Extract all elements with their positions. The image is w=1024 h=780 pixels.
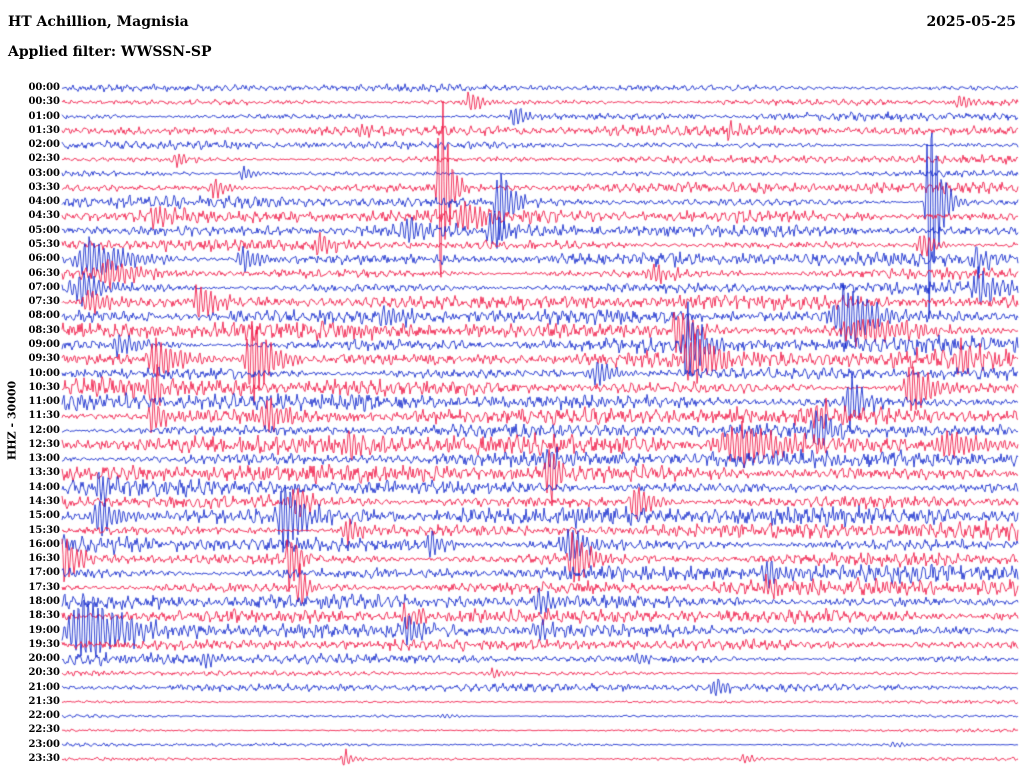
trace-time-label: 23:30 — [28, 753, 60, 764]
trace-time-label: 18:30 — [28, 610, 60, 622]
trace-time-label: 12:30 — [28, 438, 60, 450]
trace-time-label: 22:30 — [28, 724, 60, 736]
trace-time-label: 05:30 — [28, 239, 60, 251]
trace-time-label: 15:00 — [28, 510, 60, 522]
trace-time-label: 14:00 — [28, 481, 60, 493]
trace-time-label: 07:30 — [28, 296, 60, 308]
trace-time-label: 02:30 — [28, 153, 60, 165]
trace-time-label: 17:30 — [28, 581, 60, 593]
trace-time-label: 08:30 — [28, 324, 60, 336]
trace-time-label: 16:30 — [28, 553, 60, 565]
trace-time-label: 21:30 — [28, 695, 60, 707]
trace-time-label: 13:00 — [28, 453, 60, 465]
trace-time-label: 22:00 — [28, 710, 60, 722]
trace-time-label: 05:00 — [28, 224, 60, 236]
trace-time-label: 19:00 — [28, 624, 60, 636]
trace-time-label: 20:30 — [28, 667, 60, 679]
trace-time-label: 08:00 — [28, 310, 60, 322]
trace-time-label: 06:00 — [28, 253, 60, 265]
trace-time-label: 07:00 — [28, 281, 60, 293]
trace-time-label: 11:30 — [28, 410, 60, 422]
station-title: HT Achillion, Magnisia — [8, 14, 189, 30]
trace-time-label: 06:30 — [28, 267, 60, 279]
trace-time-label: 13:30 — [28, 467, 60, 479]
trace-time-label: 12:00 — [28, 424, 60, 436]
trace-time-label: 02:00 — [28, 139, 60, 151]
trace-time-label: 04:00 — [28, 196, 60, 208]
applied-filter-label: Applied filter: WWSSN-SP — [8, 44, 212, 60]
trace-time-label: 10:00 — [28, 367, 60, 379]
channel-gain-label: HHZ - 30000 — [5, 380, 19, 461]
trace-time-label: 10:30 — [28, 381, 60, 393]
trace-time-label: 09:00 — [28, 338, 60, 350]
time-axis-labels: 00:00 00:30 01:00 01:30 02:00 02:30 03:00 03:30… — [0, 0, 62, 780]
trace-time-label: 18:00 — [28, 595, 60, 607]
trace-time-label: 03:00 — [28, 167, 60, 179]
trace-time-label: 11:00 — [28, 396, 60, 408]
trace-time-label: 00:00 — [28, 82, 60, 93]
trace-time-label: 04:30 — [28, 210, 60, 222]
trace-time-label: 19:30 — [28, 638, 60, 650]
trace-time-label: 09:30 — [28, 353, 60, 365]
trace-time-label: 23:00 — [28, 738, 60, 750]
trace-time-label: 17:00 — [28, 567, 60, 579]
trace-time-label: 15:30 — [28, 524, 60, 536]
trace-time-label: 03:30 — [28, 181, 60, 193]
record-date: 2025-05-25 — [926, 14, 1016, 30]
trace-time-label: 20:00 — [28, 653, 60, 665]
trace-time-label: 01:30 — [28, 124, 60, 136]
trace-time-label: 21:00 — [28, 681, 60, 693]
trace-time-label: 00:30 — [28, 96, 60, 108]
trace-time-label: 14:30 — [28, 496, 60, 508]
trace-time-label: 16:00 — [28, 538, 60, 550]
trace-time-label: 01:00 — [28, 110, 60, 122]
